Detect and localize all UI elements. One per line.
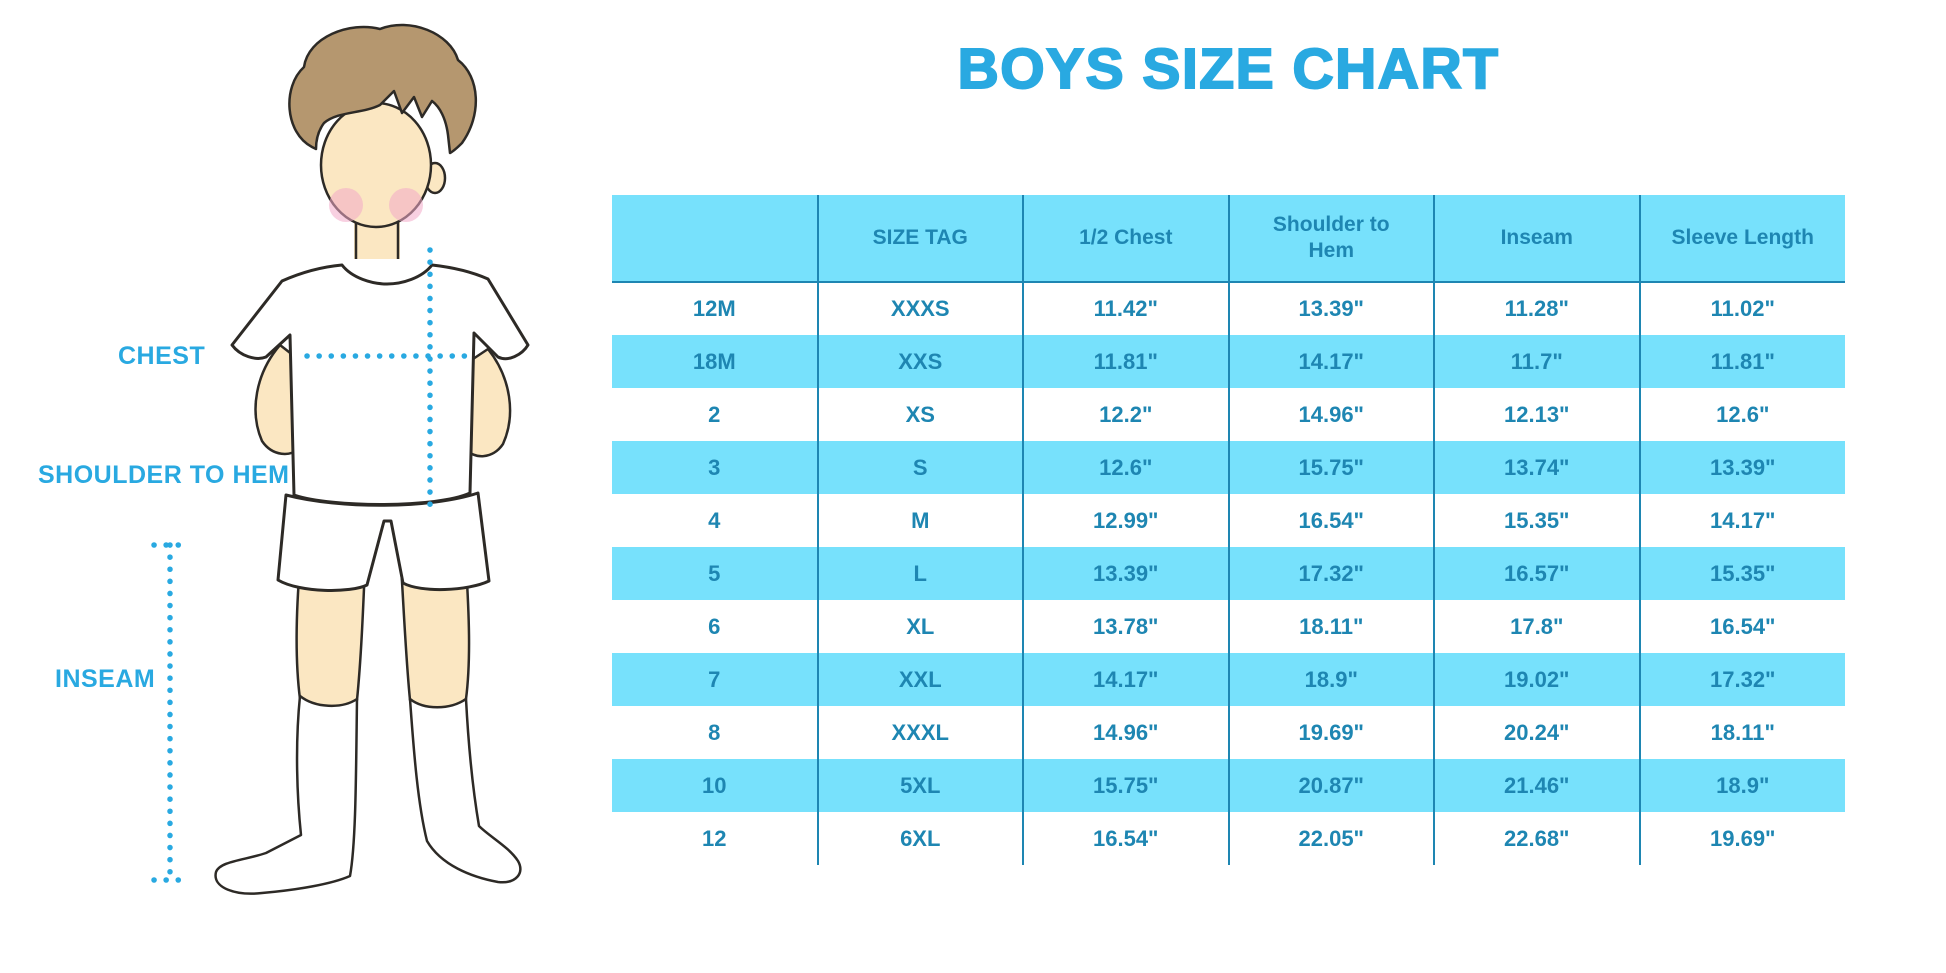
cell-half-chest: 16.54" — [1022, 812, 1229, 865]
cell-sleeve-length: 14.17" — [1638, 494, 1845, 547]
table-row: 6 XL 13.78" 18.11" 17.8" 16.54" — [612, 600, 1845, 653]
cell-inseam: 13.74" — [1433, 441, 1640, 494]
hair — [288, 23, 478, 155]
table-row: 8 XXXL 14.96" 19.69" 20.24" 18.11" — [612, 706, 1845, 759]
cell-sleeve-length: 11.81" — [1638, 335, 1845, 388]
page-title: BOYS SIZE CHART — [957, 36, 1500, 102]
cell-size-tag: 5XL — [816, 759, 1023, 812]
cell-size: 5 — [612, 547, 818, 600]
cell-half-chest: 15.75" — [1022, 759, 1229, 812]
cell-size-tag: XXXS — [816, 282, 1023, 335]
cell-half-chest: 12.6" — [1022, 441, 1229, 494]
cell-shoulder-to-hem: 15.75" — [1227, 441, 1434, 494]
cell-half-chest: 13.78" — [1022, 600, 1229, 653]
header-row: SIZE TAG 1/2 Chest Shoulder to Hem Insea… — [612, 195, 1845, 283]
shoulder-to-hem-label: SHOULDER TO HEM — [38, 461, 290, 489]
cell-size-tag: 6XL — [816, 812, 1023, 865]
cell-half-chest: 14.17" — [1022, 653, 1229, 706]
column-header-sleeve-length: Sleeve Length — [1638, 195, 1845, 283]
cell-size: 10 — [612, 759, 818, 812]
table-row: 10 5XL 15.75" 20.87" 21.46" 18.9" — [612, 759, 1845, 812]
cell-sleeve-length: 18.9" — [1638, 759, 1845, 812]
left-cheek — [329, 188, 363, 222]
cell-shoulder-to-hem: 18.9" — [1227, 653, 1434, 706]
cell-size: 12M — [612, 282, 818, 335]
table-row: 12M XXXS 11.42" 13.39" 11.28" 11.02" — [612, 282, 1845, 335]
cell-sleeve-length: 13.39" — [1638, 441, 1845, 494]
boy-measurement-diagram: CHEST SHOULDER TO HEM INSEAM — [0, 0, 600, 973]
cell-size-tag: S — [816, 441, 1023, 494]
column-header-half-chest: 1/2 Chest — [1022, 195, 1229, 283]
inseam-label: INSEAM — [55, 665, 156, 693]
column-header-blank — [612, 195, 818, 283]
cell-size-tag: XXS — [816, 335, 1023, 388]
cell-size: 12 — [612, 812, 818, 865]
cell-shoulder-to-hem: 13.39" — [1227, 282, 1434, 335]
cell-size-tag: M — [816, 494, 1023, 547]
cell-size-tag: XL — [816, 600, 1023, 653]
shirt — [230, 263, 530, 506]
cell-size: 2 — [612, 388, 818, 441]
cell-size: 6 — [612, 600, 818, 653]
cell-sleeve-length: 11.02" — [1638, 282, 1845, 335]
cell-half-chest: 13.39" — [1022, 547, 1229, 600]
cell-half-chest: 12.2" — [1022, 388, 1229, 441]
cell-size: 4 — [612, 494, 818, 547]
cell-size: 7 — [612, 653, 818, 706]
cell-inseam: 20.24" — [1433, 706, 1640, 759]
cell-size: 18M — [612, 335, 818, 388]
table-row: 18M XXS 11.81" 14.17" 11.7" 11.81" — [612, 335, 1845, 388]
cell-size-tag: XXXL — [816, 706, 1023, 759]
cell-inseam: 21.46" — [1433, 759, 1640, 812]
chest-label: CHEST — [118, 342, 206, 370]
cell-half-chest: 12.99" — [1022, 494, 1229, 547]
cell-sleeve-length: 12.6" — [1638, 388, 1845, 441]
table-row: 12 6XL 16.54" 22.05" 22.68" 19.69" — [612, 812, 1845, 865]
table-row: 7 XXL 14.17" 18.9" 19.02" 17.32" — [612, 653, 1845, 706]
cell-shoulder-to-hem: 16.54" — [1227, 494, 1434, 547]
shorts — [276, 491, 491, 592]
cell-inseam: 22.68" — [1433, 812, 1640, 865]
boy-illustration — [151, 23, 530, 895]
cell-inseam: 17.8" — [1433, 600, 1640, 653]
cell-size-tag: L — [816, 547, 1023, 600]
cell-size-tag: XXL — [816, 653, 1023, 706]
cell-shoulder-to-hem: 17.32" — [1227, 547, 1434, 600]
right-cheek — [389, 188, 423, 222]
cell-half-chest: 14.96" — [1022, 706, 1229, 759]
cell-inseam: 11.28" — [1433, 282, 1640, 335]
cell-inseam: 15.35" — [1433, 494, 1640, 547]
right-sock — [408, 697, 522, 884]
cell-sleeve-length: 17.32" — [1638, 653, 1845, 706]
cell-inseam: 16.57" — [1433, 547, 1640, 600]
table-row: 2 XS 12.2" 14.96" 12.13" 12.6" — [612, 388, 1845, 441]
table-row: 3 S 12.6" 15.75" 13.74" 13.39" — [612, 441, 1845, 494]
cell-inseam: 19.02" — [1433, 653, 1640, 706]
cell-shoulder-to-hem: 20.87" — [1227, 759, 1434, 812]
table-row: 4 M 12.99" 16.54" 15.35" 14.17" — [612, 494, 1845, 547]
table-row: 5 L 13.39" 17.32" 16.57" 15.35" — [612, 547, 1845, 600]
column-header-inseam: Inseam — [1433, 195, 1640, 283]
cell-shoulder-to-hem: 18.11" — [1227, 600, 1434, 653]
column-header-size-tag: SIZE TAG — [816, 195, 1023, 283]
cell-size: 8 — [612, 706, 818, 759]
left-sock — [214, 694, 359, 895]
cell-size: 3 — [612, 441, 818, 494]
cell-inseam: 11.7" — [1433, 335, 1640, 388]
cell-sleeve-length: 16.54" — [1638, 600, 1845, 653]
cell-half-chest: 11.81" — [1022, 335, 1229, 388]
cell-sleeve-length: 18.11" — [1638, 706, 1845, 759]
cell-shoulder-to-hem: 14.96" — [1227, 388, 1434, 441]
column-header-shoulder-to-hem: Shoulder to Hem — [1227, 195, 1434, 283]
cell-inseam: 12.13" — [1433, 388, 1640, 441]
cell-sleeve-length: 15.35" — [1638, 547, 1845, 600]
boys-size-table: SIZE TAG 1/2 Chest Shoulder to Hem Insea… — [612, 195, 1845, 865]
cell-shoulder-to-hem: 22.05" — [1227, 812, 1434, 865]
cell-size-tag: XS — [816, 388, 1023, 441]
cell-shoulder-to-hem: 19.69" — [1227, 706, 1434, 759]
cell-shoulder-to-hem: 14.17" — [1227, 335, 1434, 388]
cell-half-chest: 11.42" — [1022, 282, 1229, 335]
cell-sleeve-length: 19.69" — [1638, 812, 1845, 865]
